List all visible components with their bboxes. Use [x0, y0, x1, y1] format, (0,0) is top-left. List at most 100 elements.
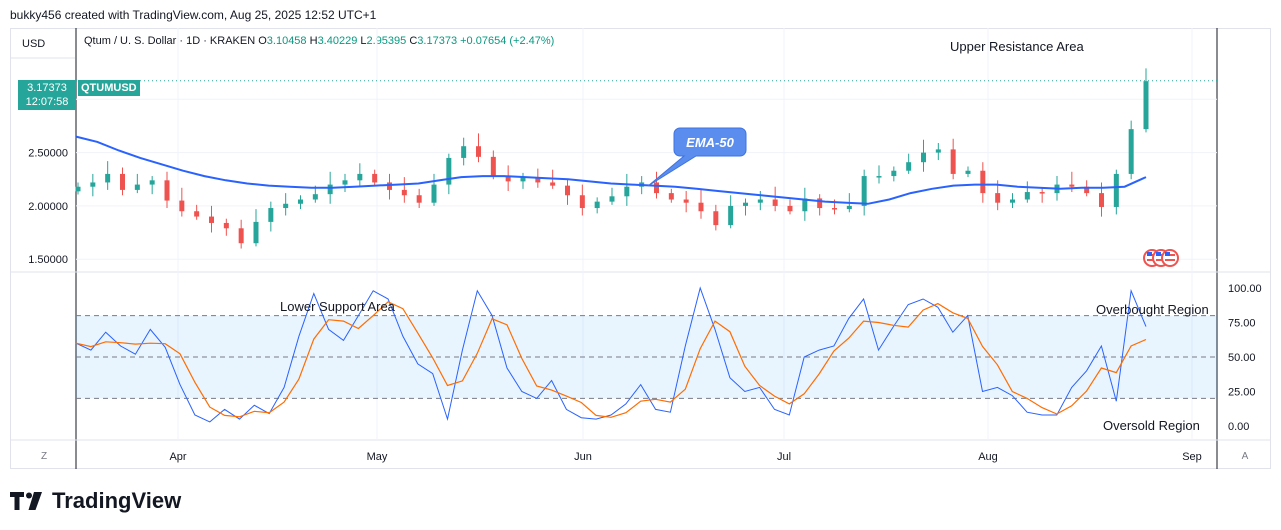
x-tick-label: Aug: [978, 451, 998, 463]
x-tick-label: Jun: [574, 451, 592, 463]
legend-title: Qtum / U. S. Dollar · 1D · KRAKEN: [84, 35, 256, 47]
candle-body: [490, 156, 496, 177]
candle-body: [921, 152, 926, 163]
candle-body: [891, 170, 897, 177]
candle-body: [757, 199, 763, 203]
chart-frame: [10, 28, 1271, 469]
candle-body: [1010, 199, 1015, 203]
candle-body: [1039, 192, 1045, 194]
candle-body: [253, 221, 259, 244]
candle-body: [164, 180, 170, 201]
candle-body: [505, 176, 511, 182]
legend-high: 3.40229: [317, 35, 358, 47]
symbol-tag: QTUMUSD: [78, 80, 140, 96]
tradingview-icon: [10, 492, 42, 510]
candle-body: [134, 184, 140, 190]
y-tick-label: 1.50000: [28, 254, 68, 266]
candle-body: [431, 184, 437, 203]
ema-callout-bubble: [647, 127, 747, 187]
y-tick-label: 2.50000: [28, 148, 68, 160]
legend-open: 3.10458: [266, 35, 307, 47]
legend-change: +0.07654 (+2.47%): [460, 35, 555, 47]
legend-high-label: H: [309, 35, 318, 47]
candle-body: [683, 199, 689, 203]
candle-body: [668, 193, 674, 200]
x-tick-label: Apr: [169, 451, 186, 463]
candle-body: [1113, 173, 1119, 207]
candle-body: [1084, 186, 1090, 194]
candle-body: [401, 189, 407, 196]
candle-body: [965, 170, 971, 174]
stoch-k-line: [75, 286, 1147, 423]
x-tick-label: Jul: [777, 451, 791, 463]
candle-body: [832, 208, 837, 210]
candle-body: [416, 195, 422, 203]
auto-scale-right-button[interactable]: A: [1241, 451, 1249, 462]
stoch-y-tick: 0.00: [1228, 421, 1249, 433]
candle-body: [387, 182, 392, 190]
candle-body: [520, 177, 526, 182]
flag-canton: [1165, 252, 1170, 256]
candle-body: [861, 176, 867, 206]
candle-body: [105, 173, 111, 183]
legend-open-label: O: [258, 35, 267, 47]
candle-body: [713, 211, 719, 226]
brand-name: TradingView: [52, 488, 182, 513]
candle-body: [728, 205, 734, 226]
candle-body: [446, 157, 452, 185]
candle-body: [906, 162, 912, 171]
candle-body: [654, 182, 659, 194]
flag-stripe: [1156, 259, 1166, 261]
candle-body: [1128, 129, 1134, 174]
overbought-label: Overbought Region: [1096, 302, 1209, 317]
x-tick-label: Sep: [1182, 451, 1202, 463]
stoch-y-tick: 25.00: [1228, 387, 1256, 399]
x-tick-label: May: [367, 451, 388, 463]
candle-body: [876, 176, 882, 178]
candle-body: [1143, 81, 1149, 130]
candle-body: [75, 186, 81, 192]
stoch-d-line: [75, 301, 1147, 418]
candle-body: [298, 199, 303, 204]
candle-body: [787, 205, 793, 212]
candle-body: [342, 180, 348, 185]
legend-close: 3.17373: [417, 35, 458, 47]
candle-body: [995, 193, 1001, 203]
stoch-y-tick: 75.00: [1228, 318, 1256, 330]
candle-body: [772, 199, 778, 206]
candle-body: [609, 196, 615, 202]
candle-body: [179, 200, 185, 212]
candle-body: [312, 194, 318, 200]
currency-button[interactable]: USD: [22, 38, 46, 50]
ema50-line: [75, 135, 1147, 205]
lower-support-label: Lower Support Area: [280, 299, 395, 314]
candle-body: [476, 146, 481, 157]
last-price: 3.17373: [27, 82, 67, 94]
candle-body: [935, 149, 941, 153]
oversold-label: Oversold Region: [1103, 418, 1200, 433]
legend-close-label: C: [409, 35, 418, 47]
candle-body: [980, 170, 986, 194]
candle-body: [372, 173, 378, 183]
ema-callout-label: EMA-50: [686, 135, 734, 150]
candle-body: [268, 208, 274, 222]
candle-body: [535, 177, 541, 183]
auto-scale-left-button[interactable]: Z: [40, 451, 48, 462]
flag-canton: [1147, 252, 1152, 256]
candle-body: [149, 180, 155, 185]
candle-body: [698, 202, 704, 212]
candle-body: [461, 146, 467, 158]
candle-body: [120, 173, 125, 190]
candle-body: [194, 211, 200, 217]
bar-countdown: 12:07:58: [25, 96, 69, 108]
candle-body: [223, 222, 229, 229]
y-tick-label: 2.00000: [28, 201, 68, 213]
header-credit: bukky456 created with TradingView.com, A…: [10, 8, 377, 22]
tradingview-logo: TradingView: [10, 488, 181, 514]
candle-body: [594, 201, 600, 209]
stoch-y-tick: 50.00: [1228, 352, 1256, 364]
candle-body: [1069, 184, 1075, 187]
candle-body: [90, 182, 96, 187]
candle-body: [802, 198, 808, 212]
